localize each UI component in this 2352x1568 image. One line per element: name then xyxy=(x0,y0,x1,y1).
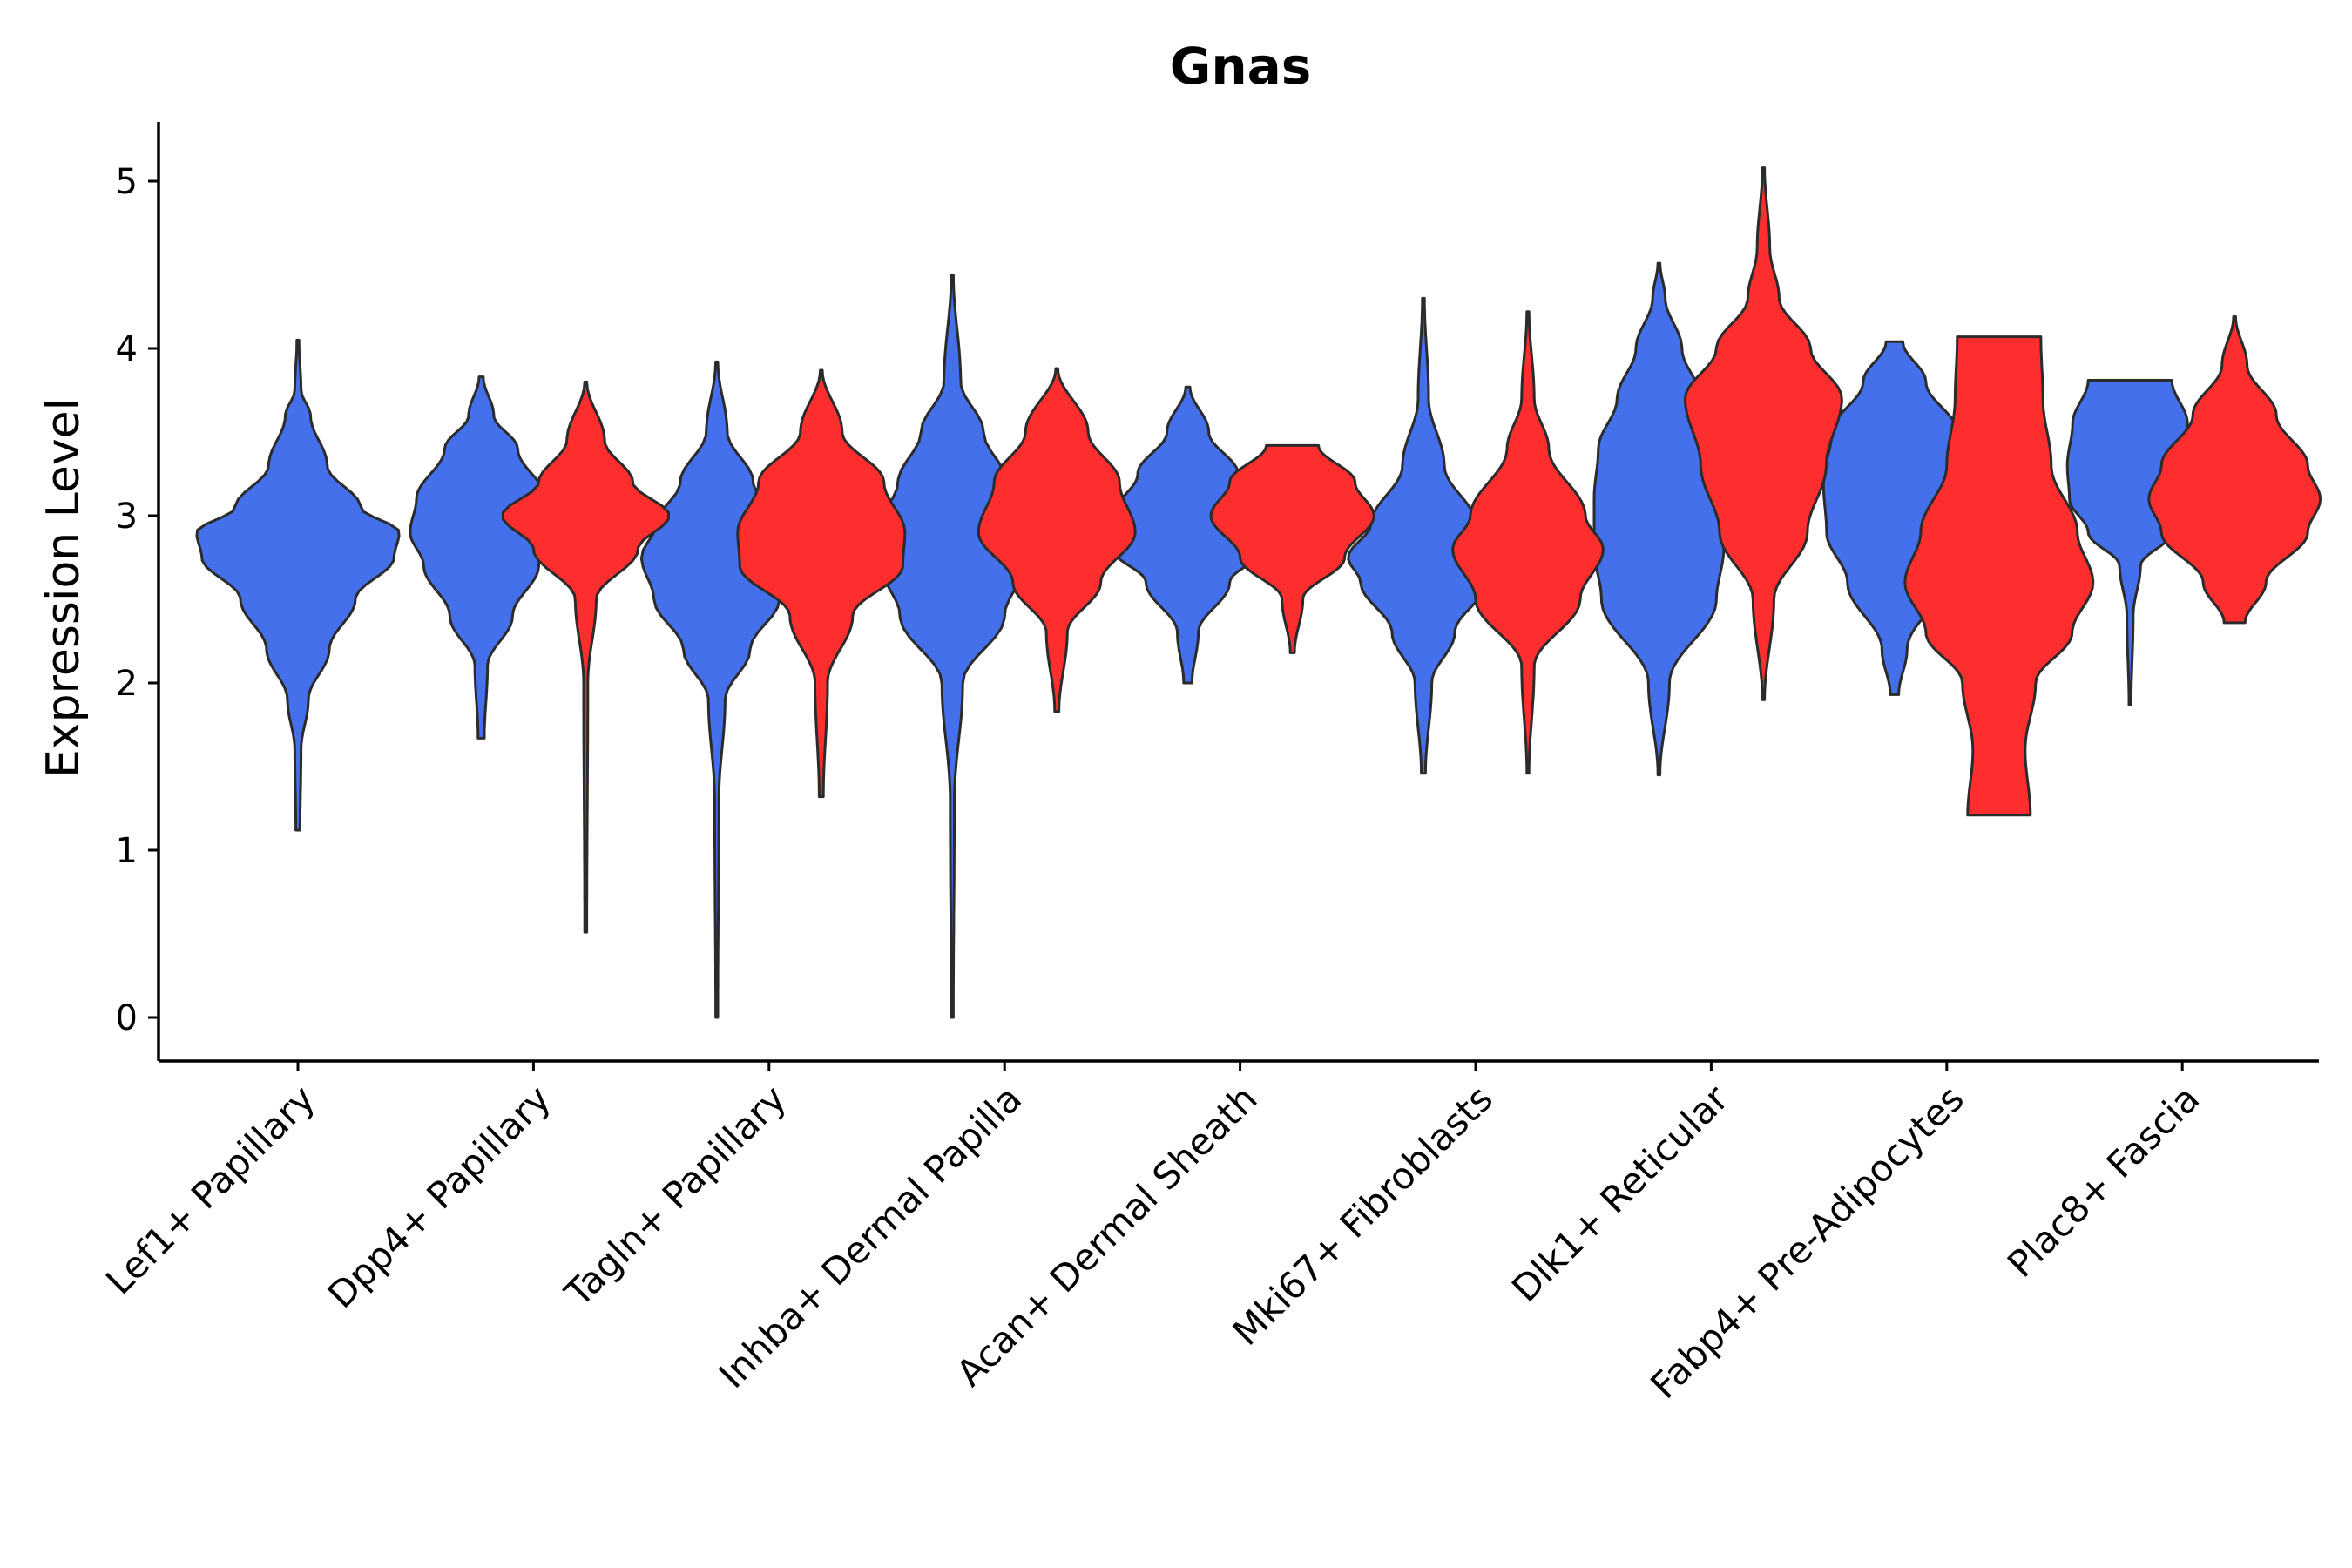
y-tick-label-5: 5 xyxy=(116,162,138,202)
violin-group-a-dlk1-reticular xyxy=(1592,261,1726,777)
violin-group-a-acan-dermal-sheath xyxy=(1111,385,1265,685)
violin-group-a-tagln-papillary xyxy=(639,360,794,1019)
violin-group-a-inhba-dermal-papilla xyxy=(880,274,1025,1019)
y-tick-label-1: 1 xyxy=(116,831,138,871)
x-tick-label-mki67-fibroblasts: Mki67+ Fibroblasts xyxy=(1225,1077,1501,1353)
y-axis-label: Expression Level xyxy=(37,398,90,778)
x-tick-label-dlk1-reticular: Dlk1+ Reticular xyxy=(1504,1077,1737,1310)
violin-group-b-mki67-fibroblasts xyxy=(1451,310,1605,775)
violin-group-b-inhba-dermal-papilla xyxy=(977,367,1137,713)
violin-group-b-dpp4-papillary xyxy=(501,380,670,934)
y-tick-label-0: 0 xyxy=(116,998,138,1038)
violins-layer xyxy=(195,166,2322,1019)
x-tick-label-plac8-fascia: Plac8+ Fascia xyxy=(1999,1077,2207,1285)
violin-group-b-fabp4-pre-adipocytes xyxy=(1903,335,2095,817)
x-tick-label-dpp4-papillary: Dpp4+ Papillary xyxy=(320,1077,559,1316)
violin-group-a-dpp4-papillary xyxy=(409,375,554,740)
x-tick-label-tagln-papillary: Tagln+ Papillary xyxy=(556,1077,794,1315)
violin-group-a-lef1-papillary xyxy=(195,338,401,832)
violin-group-b-acan-dermal-sheath xyxy=(1209,443,1375,654)
violin-group-b-dlk1-reticular xyxy=(1683,166,1843,701)
y-tick-label-3: 3 xyxy=(116,497,138,537)
violin-group-b-plac8-fascia xyxy=(2147,315,2322,625)
violin-group-b-tagln-papillary xyxy=(736,368,907,799)
chart-title: Gnas xyxy=(1170,37,1312,96)
y-tick-label-4: 4 xyxy=(116,329,138,369)
violin-group-a-mki67-fibroblasts xyxy=(1347,296,1500,775)
x-tick-label-lef1-papillary: Lef1+ Papillary xyxy=(98,1077,323,1302)
y-tick-label-2: 2 xyxy=(116,664,138,704)
